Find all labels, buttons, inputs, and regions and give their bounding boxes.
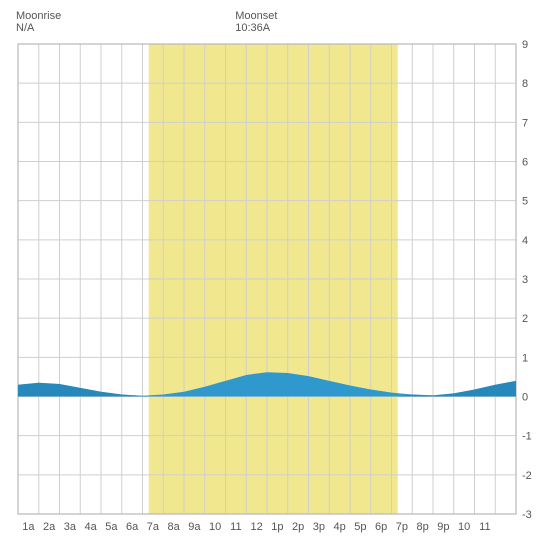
svg-text:7a: 7a bbox=[147, 521, 160, 533]
svg-text:12: 12 bbox=[251, 521, 263, 533]
svg-text:2a: 2a bbox=[43, 521, 56, 533]
svg-text:10: 10 bbox=[209, 521, 221, 533]
svg-text:3a: 3a bbox=[64, 521, 77, 533]
svg-text:-2: -2 bbox=[522, 470, 532, 482]
svg-text:6a: 6a bbox=[126, 521, 139, 533]
svg-text:6p: 6p bbox=[375, 521, 387, 533]
svg-text:1p: 1p bbox=[271, 521, 283, 533]
svg-text:5: 5 bbox=[522, 196, 528, 208]
moonset-value: 10:36A bbox=[235, 22, 277, 34]
svg-text:2p: 2p bbox=[292, 521, 304, 533]
moonset-label: Moonset bbox=[235, 10, 277, 22]
svg-text:5a: 5a bbox=[105, 521, 118, 533]
svg-text:8p: 8p bbox=[417, 521, 429, 533]
svg-text:2: 2 bbox=[522, 313, 528, 325]
svg-text:-3: -3 bbox=[522, 509, 532, 521]
svg-text:3p: 3p bbox=[313, 521, 325, 533]
svg-text:8a: 8a bbox=[168, 521, 181, 533]
svg-text:4p: 4p bbox=[334, 521, 346, 533]
svg-text:0: 0 bbox=[522, 392, 528, 404]
moonrise-value: N/A bbox=[16, 22, 61, 34]
moonset-block: Moonset 10:36A bbox=[235, 10, 277, 34]
moonrise-label: Moonrise bbox=[16, 10, 61, 22]
svg-text:1: 1 bbox=[522, 352, 528, 364]
svg-text:7: 7 bbox=[522, 117, 528, 129]
chart-headers: Moonrise N/A Moonset 10:36A bbox=[10, 10, 540, 34]
tide-chart: -3-2-101234567891a2a3a4a5a6a7a8a9a101112… bbox=[10, 38, 540, 538]
svg-text:4: 4 bbox=[522, 235, 528, 247]
svg-text:-1: -1 bbox=[522, 431, 532, 443]
svg-text:9p: 9p bbox=[437, 521, 449, 533]
svg-text:8: 8 bbox=[522, 78, 528, 90]
svg-text:9a: 9a bbox=[188, 521, 201, 533]
svg-text:9: 9 bbox=[522, 39, 528, 51]
svg-text:6: 6 bbox=[522, 157, 528, 169]
svg-text:11: 11 bbox=[479, 521, 490, 533]
svg-text:5p: 5p bbox=[354, 521, 366, 533]
svg-text:1a: 1a bbox=[22, 521, 35, 533]
svg-text:10: 10 bbox=[458, 521, 470, 533]
svg-text:7p: 7p bbox=[396, 521, 408, 533]
svg-text:11: 11 bbox=[230, 521, 241, 533]
svg-text:4a: 4a bbox=[85, 521, 98, 533]
svg-text:3: 3 bbox=[522, 274, 528, 286]
moonrise-block: Moonrise N/A bbox=[16, 10, 61, 34]
